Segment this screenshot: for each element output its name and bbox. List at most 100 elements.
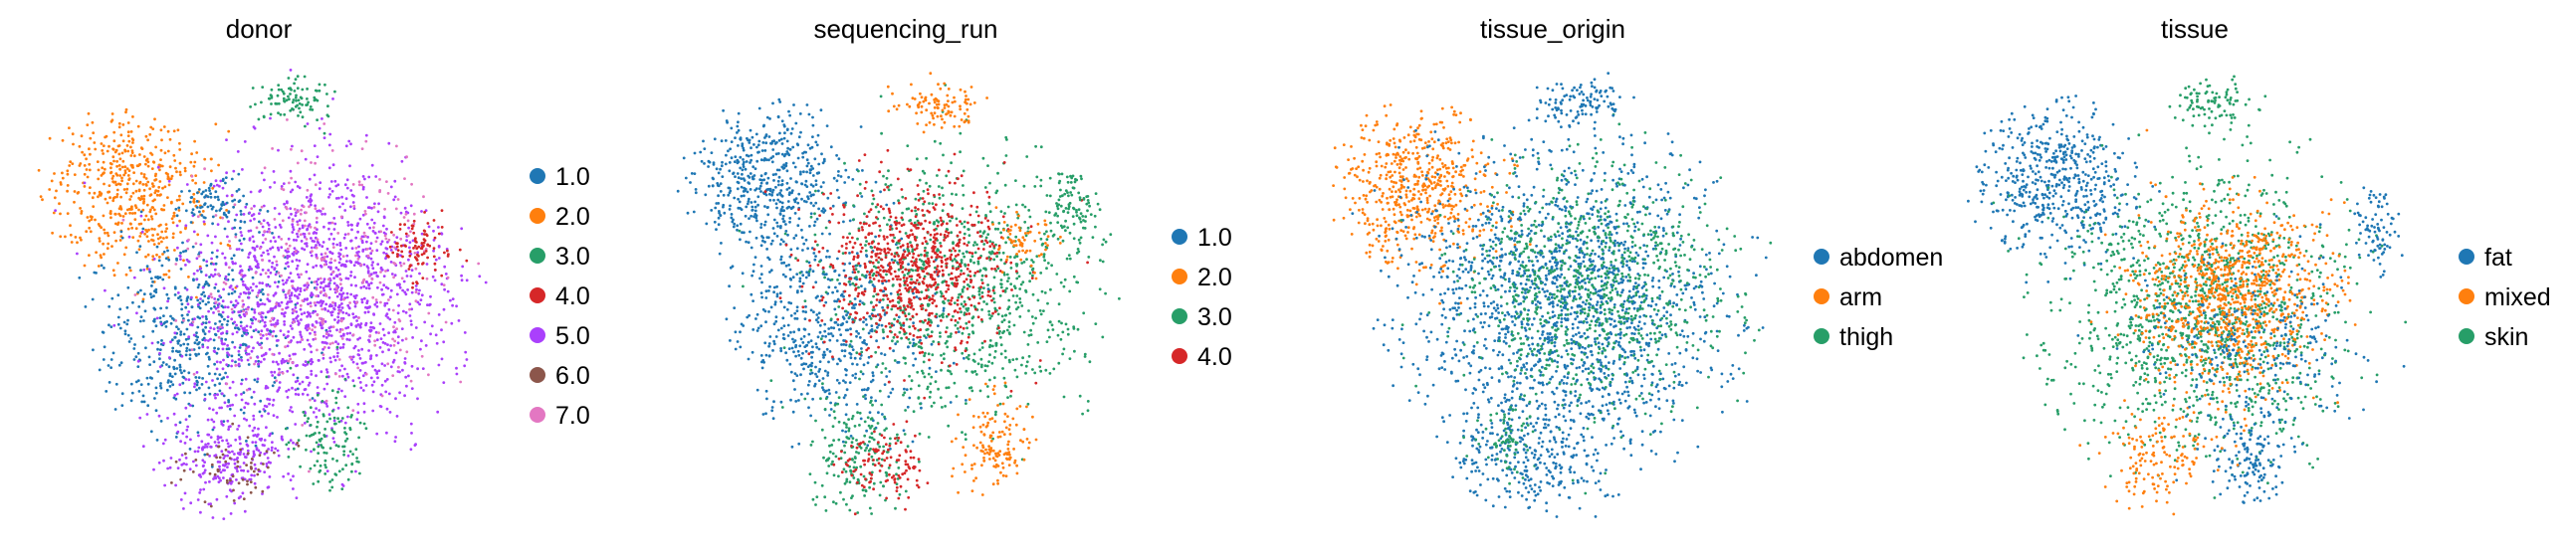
scatter-point — [207, 355, 211, 359]
scatter-point — [178, 141, 181, 145]
scatter-point — [343, 377, 347, 381]
scatter-point — [157, 185, 161, 189]
scatter-point — [168, 372, 172, 376]
scatter-point — [435, 341, 439, 345]
scatter-point — [155, 316, 159, 320]
scatter-point — [200, 440, 204, 444]
scatter-point — [112, 139, 116, 143]
scatter-point — [772, 339, 775, 343]
scatter-point — [421, 367, 425, 370]
scatter-point — [345, 295, 349, 299]
scatter-point — [705, 222, 709, 226]
scatter-point — [277, 303, 281, 307]
scatter-point — [800, 236, 804, 240]
scatter-point — [796, 156, 800, 160]
scatter-point — [364, 384, 368, 387]
scatter-point — [340, 417, 344, 420]
scatter-point — [138, 319, 142, 323]
scatter-point — [272, 414, 276, 418]
scatter-point — [206, 433, 210, 437]
scatter-point — [736, 158, 740, 162]
scatter-point — [831, 204, 835, 208]
scatter-point — [170, 481, 173, 484]
scatter-point — [61, 138, 65, 142]
scatter-point — [853, 356, 857, 360]
scatter-point — [156, 237, 160, 241]
scatter-point — [309, 105, 313, 108]
scatter-point — [684, 176, 688, 180]
scatter-point — [258, 281, 262, 284]
scatter-point — [254, 258, 257, 262]
scatter-point — [169, 321, 173, 325]
scatter-point — [733, 196, 737, 200]
scatter-point — [195, 200, 199, 203]
scatter-point — [346, 375, 350, 379]
scatter-point — [153, 307, 157, 311]
scatter-point — [359, 322, 363, 325]
scatter-point — [810, 364, 813, 368]
scatter-point — [455, 372, 459, 376]
scatter-point — [216, 195, 220, 199]
scatter-point — [284, 267, 287, 271]
scatter-point — [92, 205, 96, 209]
scatter-point — [837, 157, 841, 161]
scatter-point — [266, 465, 270, 469]
scatter-point — [282, 92, 286, 95]
scatter-point — [736, 124, 740, 128]
scatter-point — [224, 275, 228, 279]
scatter-point — [254, 272, 258, 275]
scatter-point — [201, 285, 205, 289]
scatter-point — [114, 183, 118, 187]
scatter-point — [725, 119, 729, 122]
scatter-point — [298, 382, 302, 386]
scatter-point — [731, 265, 735, 269]
scatter-point — [746, 202, 750, 206]
scatter-point — [906, 144, 910, 148]
scatter-point — [249, 490, 253, 494]
scatter-point — [693, 151, 697, 155]
scatter-point — [321, 117, 323, 120]
scatter-point — [883, 383, 887, 386]
scatter-point — [381, 224, 385, 228]
scatter-point — [363, 177, 366, 181]
scatter-point — [229, 444, 233, 448]
scatter-point — [242, 468, 246, 472]
scatter-point — [339, 248, 342, 252]
scatter-point — [278, 381, 282, 384]
scatter-point — [204, 280, 208, 283]
scatter-point — [239, 265, 242, 268]
scatter-point — [859, 417, 863, 421]
scatter-point — [393, 246, 397, 250]
scatter-point — [410, 432, 413, 435]
scatter-point — [322, 319, 325, 322]
scatter-point — [300, 273, 303, 277]
scatter-point — [83, 153, 87, 157]
scatter-point — [367, 283, 370, 287]
scatter-point — [286, 300, 290, 303]
scatter-point — [747, 357, 751, 361]
scatter-point — [338, 292, 341, 296]
scatter-point — [378, 280, 382, 284]
scatter-point — [816, 335, 820, 339]
scatter-point — [121, 139, 125, 143]
scatter-point — [86, 123, 90, 126]
scatter-point — [871, 374, 875, 378]
scatter-point — [335, 243, 339, 247]
scatter-point — [154, 189, 158, 193]
scatter-point — [1068, 289, 1072, 293]
scatter-point — [274, 273, 278, 277]
scatter-point — [107, 364, 110, 367]
scatter-point — [334, 396, 338, 400]
scatter-point — [94, 218, 97, 222]
scatter-point — [377, 202, 380, 206]
scatter-point — [255, 226, 259, 230]
scatter-point — [197, 255, 201, 258]
scatter-point — [69, 224, 72, 228]
scatter-point — [218, 209, 222, 212]
scatter-point — [329, 180, 333, 183]
scatter-point — [324, 368, 328, 371]
scatter-point — [283, 320, 286, 323]
scatter-point — [263, 444, 266, 448]
scatter-point — [142, 268, 146, 272]
scatter-point — [113, 408, 117, 411]
